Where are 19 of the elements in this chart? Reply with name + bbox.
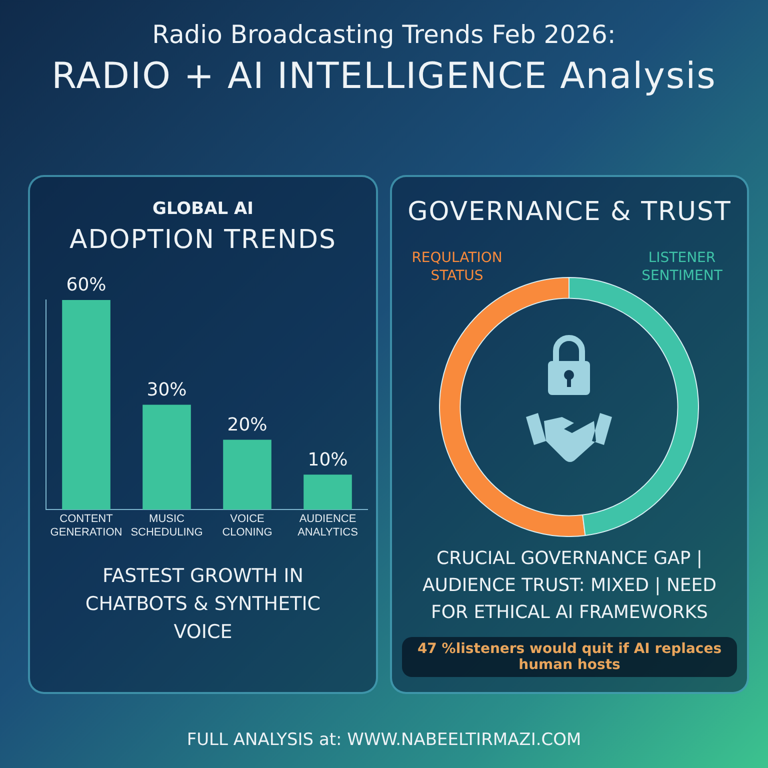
text: CRUCIAL GOVERNANCE GAP | AUDIENCE TRUST: MIXED | NEED FOR ETHICAL AI FRAMEWORKS (421, 547, 718, 625)
x-tick-label: MUSIC SCHEDULING (130, 513, 203, 538)
text: FULL ANALYSIS at: WWW.NABEELTIRMAZI.COM (186, 730, 582, 750)
chart-subtitle: ADOPTION TRENDS (68, 225, 338, 255)
x-tick-label: VOICE CLONING (222, 513, 272, 538)
data-label: 30% (146, 379, 187, 400)
text: FASTEST GROWTH IN CHATBOTS & SYNTHETIC VOICE (84, 564, 322, 645)
text: RADIO + AI INTELLIGENCE Analysis (50, 56, 718, 97)
x-tick-label: AUDIENCE ANALYTICS (298, 513, 358, 538)
text: 47 %listeners would quit if AI replaces human hosts (402, 637, 737, 677)
data-label: 60% (66, 274, 106, 296)
data-label: 20% (227, 414, 268, 436)
data-label: 10% (308, 449, 348, 470)
slice-label: REQULATION STATUS (410, 249, 504, 285)
chart-title: GLOBAL AI (152, 199, 254, 219)
x-tick-label: CONTENT GENERATION (50, 513, 122, 538)
chart-title: GOVERNANCE & TRUST (406, 197, 732, 227)
text: Radio Broadcasting Trends Feb 2026: (151, 20, 617, 49)
slice-label: LISTENER SENTIMENT (640, 249, 724, 285)
